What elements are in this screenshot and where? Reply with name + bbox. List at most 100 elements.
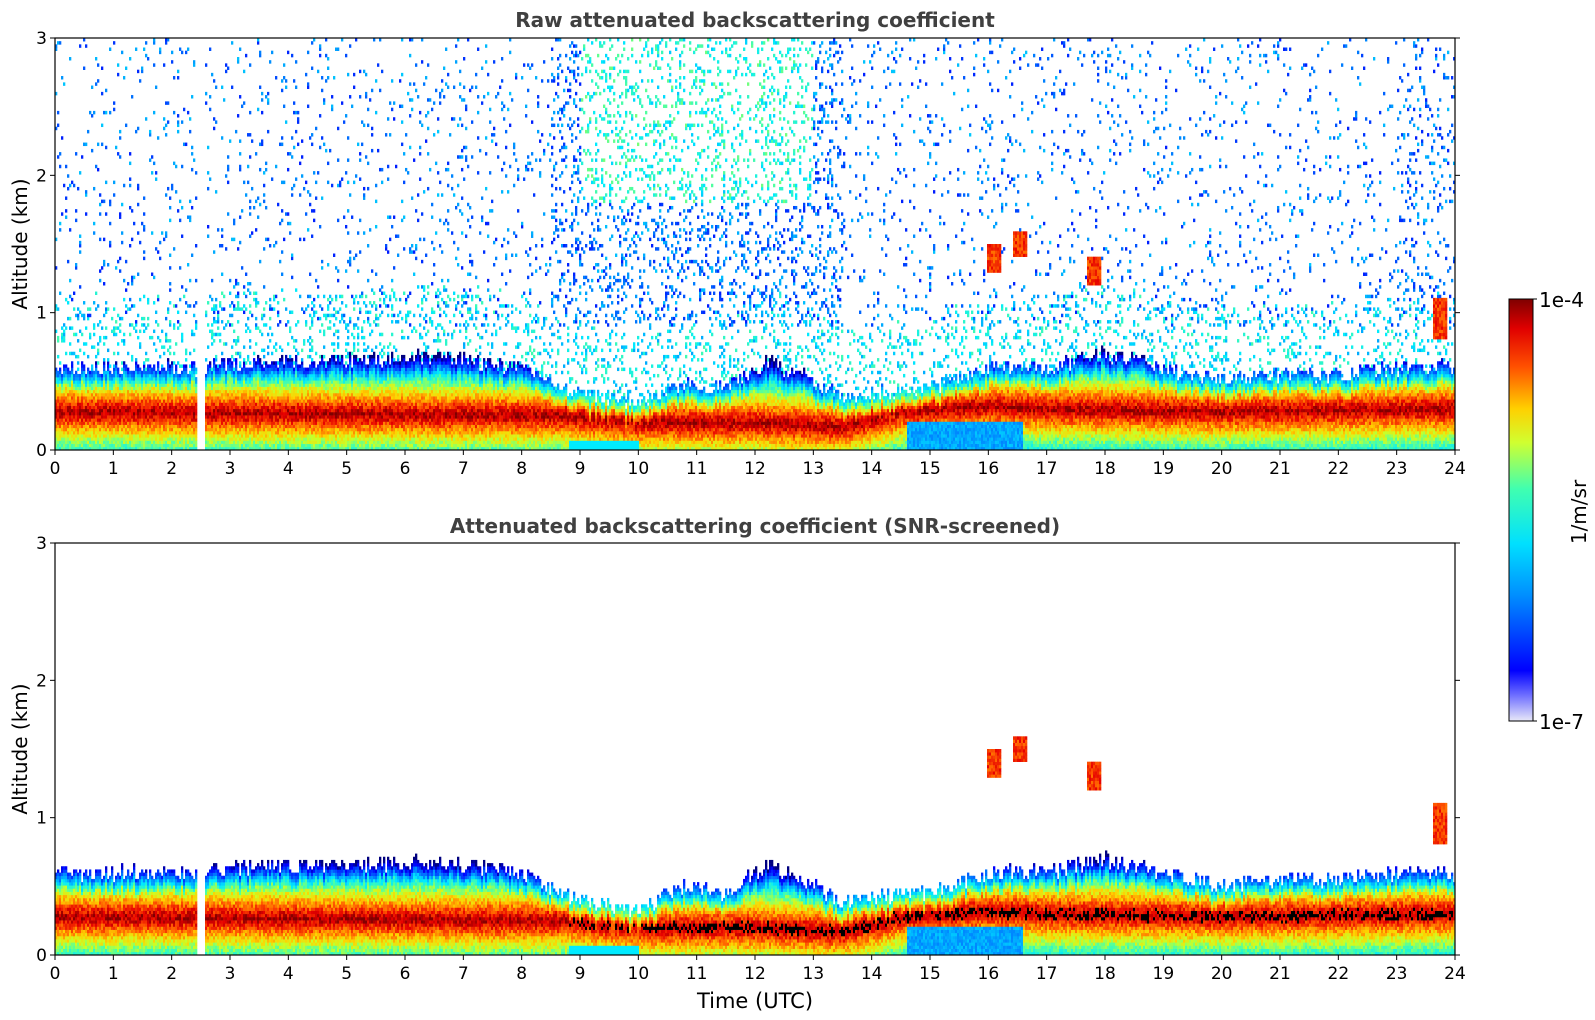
heatmap-column (1367, 873, 1369, 956)
heatmap-column (1423, 86, 1425, 451)
heatmap-column (911, 888, 913, 955)
heatmap-column (1071, 860, 1073, 955)
heatmap-column (373, 38, 375, 450)
heatmap-column (825, 51, 827, 451)
heatmap-column (411, 863, 413, 955)
heatmap-column (551, 48, 553, 451)
heatmap-column (1209, 57, 1211, 450)
heatmap-column (255, 866, 257, 955)
heatmap-column (1347, 879, 1349, 955)
heatmap-column (501, 863, 503, 955)
heatmap-column (289, 152, 291, 450)
heatmap-column (755, 105, 757, 451)
heatmap-column (947, 41, 949, 450)
heatmap-column (811, 882, 813, 955)
heatmap-column (83, 873, 85, 956)
heatmap-column (1349, 873, 1351, 956)
heatmap-column (477, 866, 479, 955)
heatmap-column (419, 863, 421, 955)
x-tick-label: 16 (978, 964, 1000, 984)
heatmap-column (1089, 762, 1091, 956)
heatmap-column (91, 86, 93, 451)
heatmap-column (439, 92, 441, 450)
heatmap-column (161, 876, 163, 956)
heatmap-column (773, 866, 775, 955)
heatmap-column (1055, 873, 1057, 956)
heatmap-column (159, 48, 161, 451)
heatmap-column (183, 879, 185, 955)
heatmap-column (1311, 67, 1313, 451)
heatmap-column (961, 57, 963, 450)
heatmap-column (289, 869, 291, 955)
heatmap-column (675, 888, 677, 955)
heatmap-column (1109, 869, 1111, 955)
heatmap-column (103, 876, 105, 956)
heatmap-column (339, 181, 341, 451)
heatmap-column (761, 876, 763, 956)
heatmap-column (1017, 174, 1019, 450)
heatmap-column (1281, 885, 1283, 955)
heatmap-column (1157, 873, 1159, 956)
heatmap-column (959, 885, 961, 955)
heatmap-column (871, 892, 873, 956)
heatmap-column (1327, 41, 1329, 450)
heatmap-column (1139, 54, 1141, 450)
x-tick-label: 13 (803, 459, 825, 479)
heatmap-column (163, 63, 165, 450)
heatmap-column (717, 60, 719, 450)
heatmap-column (261, 860, 263, 955)
heatmap-column (757, 879, 759, 955)
heatmap-column (391, 79, 393, 450)
heatmap-column (879, 48, 881, 451)
heatmap-column (851, 904, 853, 955)
heatmap-column (1445, 76, 1447, 450)
heatmap-column (81, 882, 83, 955)
heatmap-column (879, 898, 881, 955)
heatmap-column (851, 44, 853, 450)
heatmap-column (769, 67, 771, 451)
heatmap-column (307, 869, 309, 955)
heatmap-column (1437, 63, 1439, 450)
heatmap-column (717, 888, 719, 955)
heatmap-column (963, 76, 965, 450)
heatmap-column (137, 879, 139, 955)
heatmap-column (1149, 869, 1151, 955)
heatmap-column (1215, 892, 1217, 956)
heatmap-column (327, 866, 329, 955)
heatmap-column (71, 181, 73, 451)
heatmap-column (291, 54, 293, 450)
heatmap-column (479, 149, 481, 450)
panel1-title: Raw attenuated backscattering coefficien… (515, 8, 995, 32)
y-tick-label: 1 (36, 304, 47, 324)
heatmap-column (427, 869, 429, 955)
heatmap-column (1279, 876, 1281, 956)
heatmap-column (481, 876, 483, 956)
heatmap-column (177, 70, 179, 451)
heatmap-column (239, 876, 241, 956)
heatmap-column (1107, 48, 1109, 451)
heatmap-column (827, 57, 829, 450)
heatmap-column (915, 67, 917, 451)
heatmap-column (739, 888, 741, 955)
heatmap-column (105, 866, 107, 955)
heatmap-column (533, 193, 535, 450)
colorbar-min-label: 1e-7 (1539, 710, 1584, 734)
heatmap-column (1385, 879, 1387, 955)
heatmap-column (337, 866, 339, 955)
heatmap-column (789, 876, 791, 956)
heatmap-column (727, 54, 729, 450)
heatmap-column (1143, 860, 1145, 955)
heatmap-column (1039, 866, 1041, 955)
heatmap-column (301, 139, 303, 450)
heatmap-column (469, 89, 471, 451)
heatmap-column (899, 54, 901, 450)
heatmap-column (703, 70, 705, 451)
heatmap-column (395, 863, 397, 955)
heatmap-column (469, 866, 471, 955)
heatmap-column (123, 76, 125, 450)
heatmap-column (869, 901, 871, 955)
heatmap-column (1139, 863, 1141, 955)
heatmap-column (1029, 234, 1031, 450)
heatmap-column (707, 892, 709, 956)
heatmap-column (465, 869, 467, 955)
